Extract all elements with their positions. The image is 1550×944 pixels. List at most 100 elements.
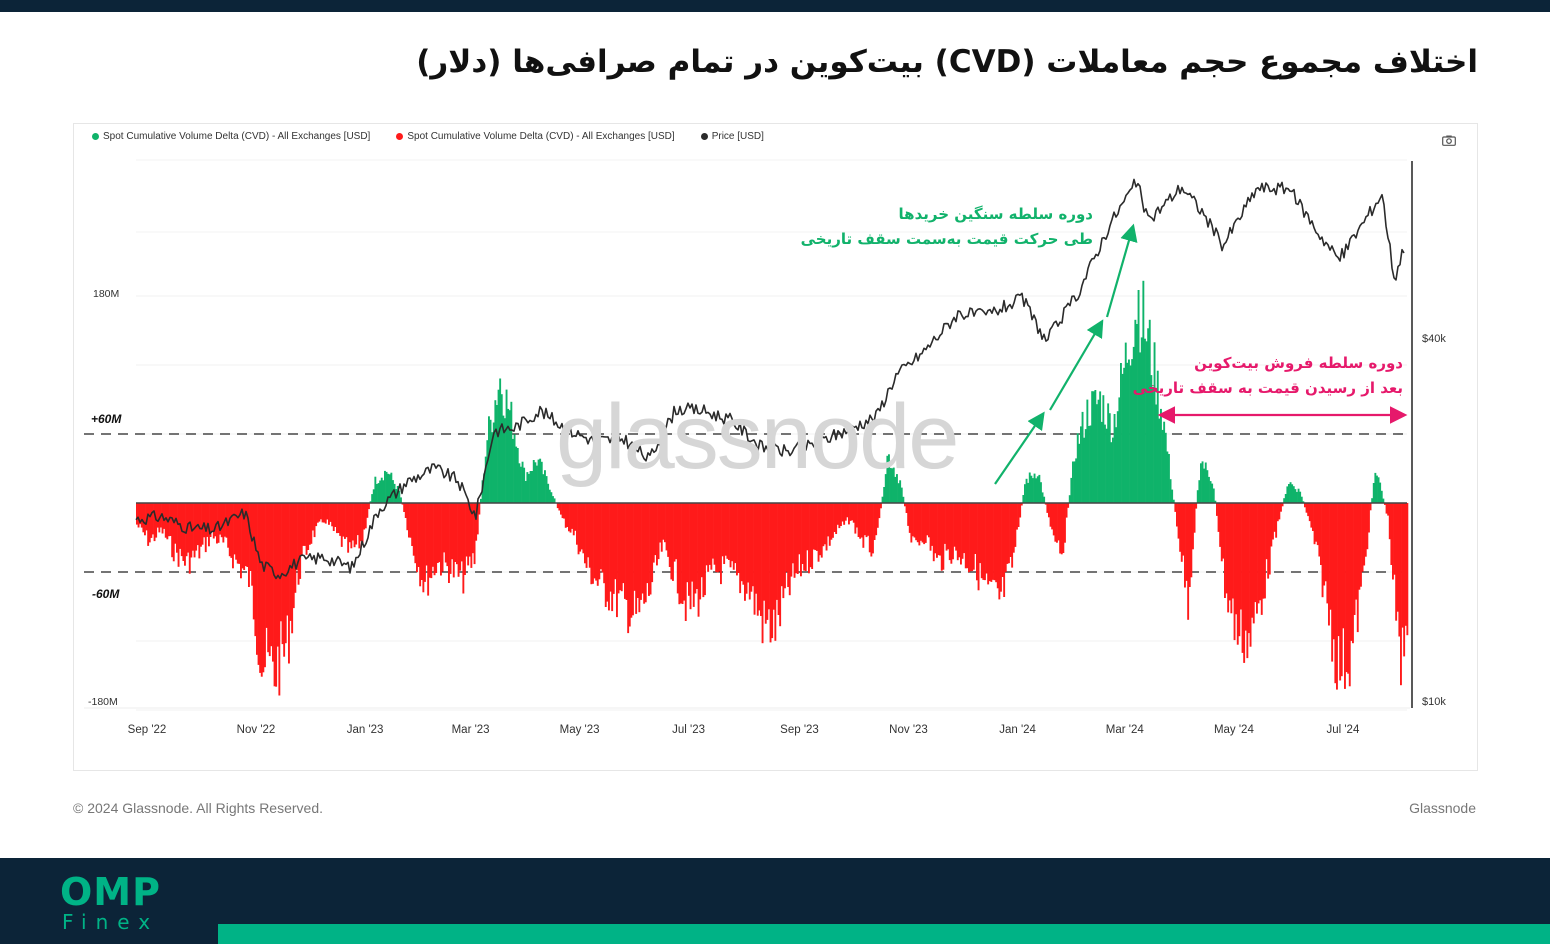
cvd-bar-negative [673, 503, 676, 562]
cvd-bar-negative [992, 503, 994, 580]
cvd-bar-negative [974, 503, 977, 554]
legend-item-cvd-positive[interactable]: Spot Cumulative Volume Delta (CVD) - All… [92, 131, 370, 142]
cvd-bar-negative [720, 503, 722, 585]
cvd-bar-negative [1390, 503, 1393, 565]
legend-dot-icon [92, 133, 99, 140]
legend-item-price[interactable]: Price [USD] [700, 131, 764, 142]
cvd-bar-negative [961, 503, 964, 559]
cvd-bar-positive [1289, 482, 1292, 503]
cvd-bar-positive [1022, 495, 1025, 503]
cvd-bar-positive [1145, 341, 1148, 503]
cvd-bar-negative [336, 503, 338, 534]
cvd-bar-positive [1292, 486, 1295, 503]
cvd-bar-negative [145, 503, 148, 531]
footer-brand[interactable]: Glassnode [1409, 800, 1476, 816]
cvd-bar-positive [486, 440, 489, 503]
cvd-bar-positive [1284, 494, 1287, 503]
cvd-bar-negative [1356, 503, 1359, 633]
cvd-bar-negative [233, 503, 236, 555]
cvd-bar-positive [1144, 338, 1146, 503]
x-axis-tick-label: Mar '24 [1106, 724, 1145, 736]
price-line-series [135, 178, 1405, 580]
cvd-bar-negative [1387, 503, 1390, 516]
cvd-bar-negative [600, 503, 602, 570]
cvd-bar-negative [736, 503, 738, 576]
cvd-bar-negative [302, 503, 305, 546]
cvd-bar-negative [201, 503, 204, 545]
legend-item-cvd-negative[interactable]: Spot Cumulative Volume Delta (CVD) - All… [396, 131, 675, 142]
cvd-bar-negative [347, 503, 350, 553]
cvd-bar-negative [560, 503, 562, 515]
cvd-bar-negative [256, 503, 258, 655]
cvd-bar-positive [888, 454, 890, 503]
cvd-bar-negative [440, 503, 442, 576]
cvd-bar-negative [193, 503, 196, 558]
cvd-bar-positive [889, 467, 892, 503]
camera-icon[interactable] [1442, 135, 1456, 146]
cvd-bar-negative [571, 503, 574, 529]
cvd-bar-negative [753, 503, 756, 615]
cvd-bar-negative [356, 503, 359, 536]
cvd-bar-negative [651, 503, 654, 583]
cvd-bar-negative [251, 503, 254, 586]
left-axis-tick-label: +60M [91, 412, 122, 426]
cvd-bar-negative [854, 503, 857, 534]
cvd-bar-positive [387, 473, 390, 503]
cvd-bar-negative [1363, 503, 1366, 566]
cvd-bar-negative [667, 503, 670, 557]
cvd-bar-negative [1262, 503, 1265, 599]
cvd-bar-negative [752, 503, 754, 587]
cvd-bar-negative [934, 503, 937, 554]
cvd-bar-negative [694, 503, 697, 594]
cvd-bar-negative [436, 503, 439, 563]
cvd-bar-positive [542, 474, 545, 503]
cvd-bar-negative [905, 503, 908, 513]
cvd-bar-negative [708, 503, 711, 565]
cvd-bar-positive [528, 473, 530, 503]
cvd-bar-negative [209, 503, 212, 537]
legend-label: Price [USD] [711, 131, 764, 142]
cvd-bar-positive [1139, 352, 1142, 503]
x-axis-tick-label: Nov '23 [889, 724, 928, 736]
cvd-bar-positive [891, 468, 894, 503]
cvd-bar-negative [766, 503, 769, 620]
cvd-bar-negative [1017, 503, 1020, 527]
cvd-bar-positive [500, 394, 503, 503]
cvd-bar-negative [611, 503, 614, 612]
cvd-bar-negative [465, 503, 468, 557]
cvd-bar-negative [696, 503, 698, 589]
cvd-bar-negative [806, 503, 809, 551]
cvd-bar-negative [744, 503, 746, 601]
cvd-bar-negative [982, 503, 985, 580]
cvd-bar-positive [1043, 496, 1046, 503]
cvd-bar-negative [284, 503, 287, 644]
cvd-bar-negative [467, 503, 470, 566]
cvd-bar-negative [852, 503, 855, 523]
cvd-bar-negative [646, 503, 649, 584]
cvd-bar-negative [740, 503, 743, 582]
cvd-bar-negative [177, 503, 180, 567]
cvd-bar-negative [448, 503, 450, 583]
cvd-bar-negative [1062, 503, 1065, 553]
cvd-bar-positive [529, 471, 532, 503]
cvd-bar-negative [1006, 503, 1009, 564]
cvd-bar-negative [150, 503, 153, 538]
cvd-bar-negative [1227, 503, 1230, 613]
x-axis-tick-label: May '24 [1214, 724, 1255, 736]
cvd-bar-negative [1276, 503, 1279, 522]
cvd-bar-positive [550, 492, 553, 503]
cvd-bar-positive [899, 480, 902, 503]
cvd-bar-negative [652, 503, 655, 563]
cvd-bar-negative [1244, 503, 1247, 631]
cvd-bar-negative [337, 503, 340, 533]
cvd-bar-negative [612, 503, 615, 594]
cvd-bar-negative [1236, 503, 1239, 645]
cvd-bar-negative [952, 503, 954, 560]
cvd-bar-negative [452, 503, 455, 578]
cvd-bar-negative [1395, 503, 1398, 621]
cvd-bar-negative [793, 503, 796, 578]
cvd-bar-negative [748, 503, 751, 600]
cvd-bar-negative [566, 503, 569, 527]
cvd-bar-negative [672, 503, 674, 581]
cvd-bar-negative [705, 503, 708, 566]
